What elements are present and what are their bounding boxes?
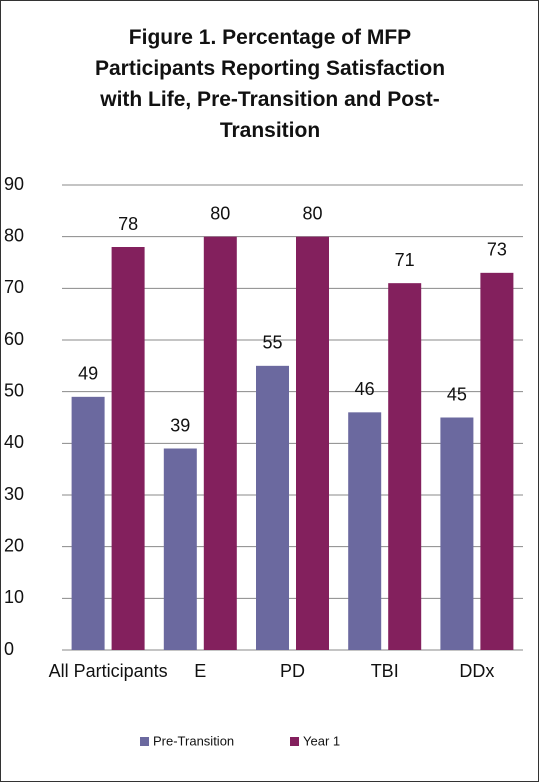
y-tick-label: 60 (4, 329, 24, 349)
y-tick-label: 90 (4, 174, 24, 194)
y-tick-label: 80 (4, 225, 24, 245)
bar (203, 236, 237, 650)
bar (348, 412, 382, 650)
bar (296, 236, 329, 650)
legend-swatch (290, 737, 299, 746)
bar (440, 417, 474, 650)
value-label: 80 (302, 203, 322, 223)
bar (256, 365, 289, 650)
value-label: 39 (170, 415, 190, 435)
y-tick-label: 10 (4, 587, 24, 607)
y-tick-label: 0 (4, 639, 14, 659)
x-tick-label: TBI (371, 661, 399, 681)
chart-title: Figure 1. Percentage of MFP Participants… (94, 26, 446, 142)
bar (480, 272, 514, 650)
value-label: 55 (262, 333, 282, 353)
legend-swatch (140, 737, 149, 746)
y-tick-label: 50 (4, 380, 24, 400)
bar (71, 396, 105, 650)
bar (388, 283, 422, 650)
legend-label: Pre-Transition (153, 733, 234, 748)
y-tick-label: 40 (4, 432, 24, 452)
x-tick-label: E (194, 661, 206, 681)
y-tick-label: 30 (4, 484, 24, 504)
x-tick-label: All Participants (49, 661, 168, 681)
value-label: 45 (447, 384, 467, 404)
value-label: 71 (395, 250, 415, 270)
value-label: 73 (487, 240, 507, 260)
bar (111, 247, 145, 650)
value-label: 78 (118, 214, 138, 234)
x-tick-label: DDx (459, 661, 494, 681)
x-tick-label: PD (280, 661, 305, 681)
y-tick-label: 20 (4, 535, 24, 555)
value-label: 46 (355, 379, 375, 399)
legend-label: Year 1 (303, 733, 340, 748)
value-label: 80 (210, 203, 230, 223)
value-label: 49 (78, 364, 98, 384)
y-tick-label: 70 (4, 277, 24, 297)
bar (163, 448, 197, 650)
